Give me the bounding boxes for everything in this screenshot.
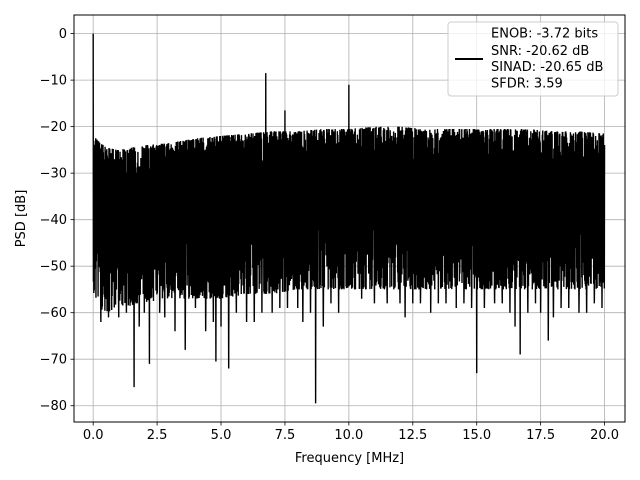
x-tick-label: 12.5 xyxy=(398,428,427,443)
legend-entry-sfdr: SFDR: 3.59 xyxy=(491,77,563,92)
psd-trace xyxy=(92,33,606,404)
y-axis-label: PSD [dB] xyxy=(14,190,29,248)
y-tick-label: 0 xyxy=(59,27,67,42)
y-tick-label: −10 xyxy=(40,74,67,89)
y-tick-label: −60 xyxy=(40,306,67,321)
x-tick-label: 2.5 xyxy=(147,428,168,443)
x-axis-label: Frequency [MHz] xyxy=(295,451,404,466)
y-tick-label: −30 xyxy=(40,167,67,182)
legend-box xyxy=(447,21,619,97)
y-axis-ticks: 0 −10 −20 −30 −40 −50 −60 −70 −80 xyxy=(40,27,74,414)
x-tick-label: 0.0 xyxy=(83,428,104,443)
plot-frame xyxy=(73,14,626,423)
legend: ENOB: -3.72 bits SNR: -20.62 dB SINAD: -… xyxy=(447,21,619,97)
y-tick-label: −20 xyxy=(40,120,67,135)
y-tick-label: −50 xyxy=(40,260,67,275)
x-tick-label: 15.0 xyxy=(462,428,491,443)
psd-line xyxy=(92,33,606,404)
y-tick-label: −40 xyxy=(40,213,67,228)
legend-entry-snr: SNR: -20.62 dB xyxy=(491,44,589,59)
legend-entry-enob: ENOB: -3.72 bits xyxy=(491,27,598,42)
legend-entry-sinad: SINAD: -20.65 dB xyxy=(491,60,603,75)
x-tick-label: 7.5 xyxy=(275,428,296,443)
x-tick-label: 5.0 xyxy=(211,428,232,443)
x-tick-label: 10.0 xyxy=(334,428,363,443)
y-tick-label: −70 xyxy=(40,353,67,368)
x-axis-ticks: 0.0 2.5 5.0 7.5 10.0 12.5 15.0 17.5 20.0 xyxy=(83,422,619,443)
x-tick-label: 17.5 xyxy=(526,428,555,443)
x-tick-label: 20.0 xyxy=(590,428,619,443)
y-tick-label: −80 xyxy=(40,399,67,414)
